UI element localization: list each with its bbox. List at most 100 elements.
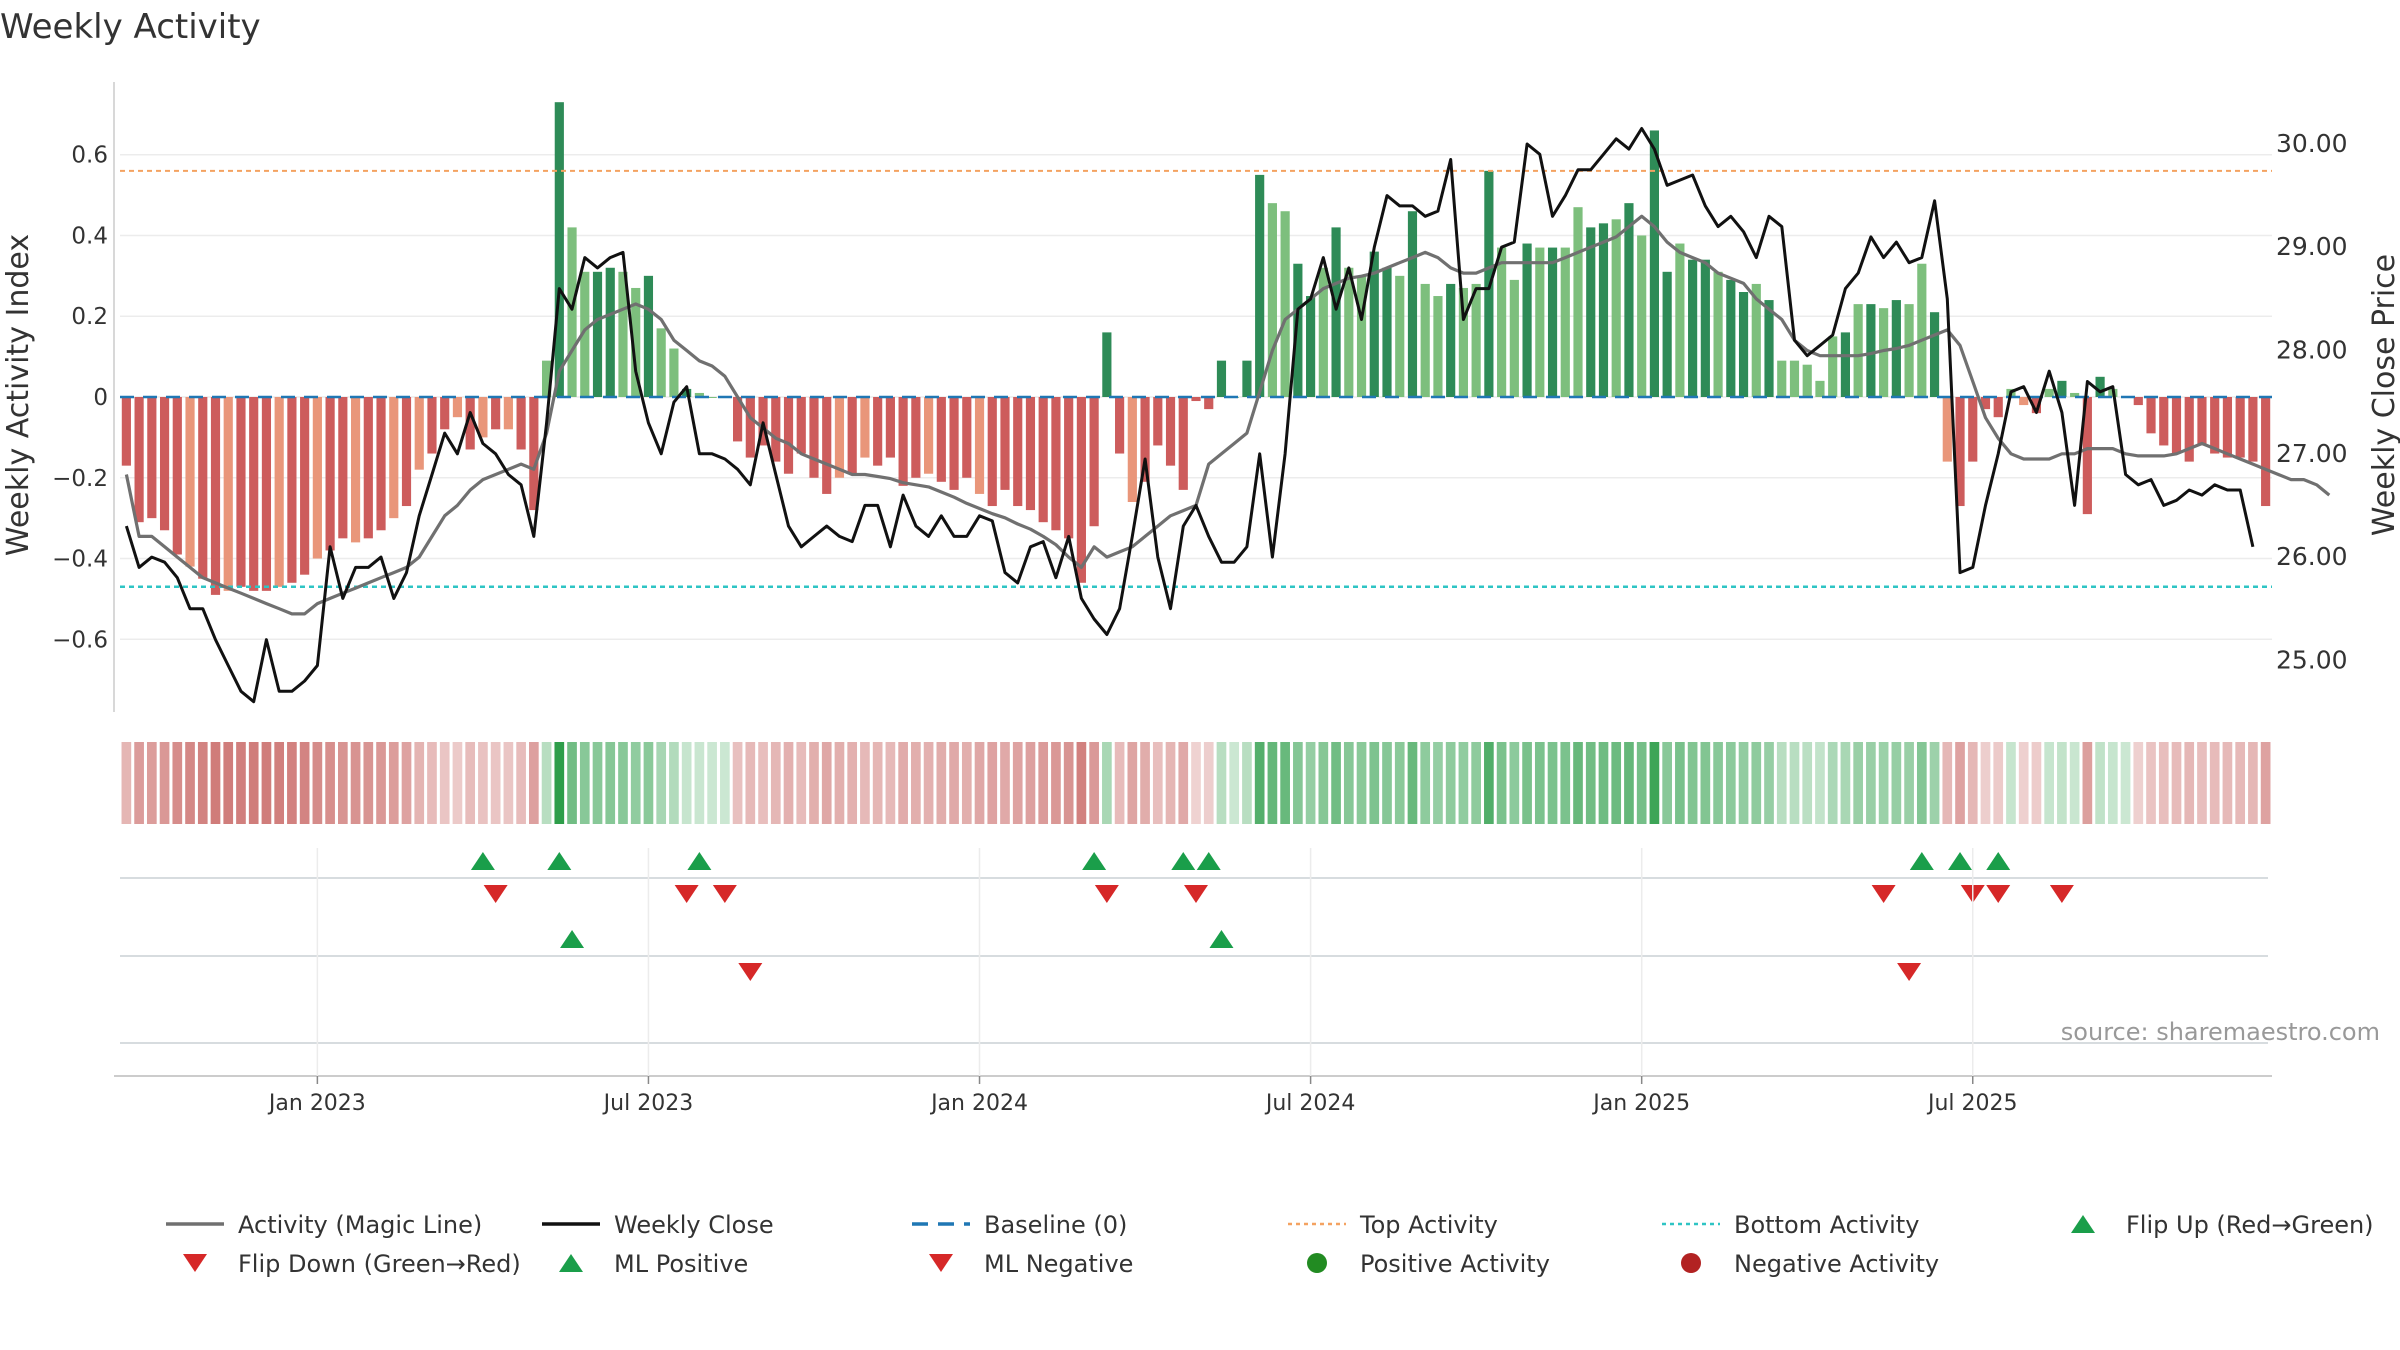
heat-strip-cell — [987, 742, 998, 824]
activity-bar — [1866, 304, 1876, 397]
activity-bar — [1980, 397, 1991, 410]
heat-strip-cell — [1853, 742, 1863, 824]
activity-bar — [987, 397, 997, 507]
heat-strip-cell — [1280, 742, 1290, 824]
activity-bar — [1509, 279, 1519, 397]
x-tick-label: Jul 2023 — [602, 1091, 694, 1116]
weekly-close-line — [124, 127, 2255, 704]
heat-strip-cell — [796, 742, 807, 824]
activity-bar — [1828, 336, 1838, 397]
activity-bar — [605, 267, 615, 397]
heat-strip-cell — [1675, 742, 1685, 824]
activity-bar — [1395, 275, 1405, 397]
ml-negative-marker — [1897, 963, 1922, 981]
activity-bar — [809, 397, 819, 478]
activity-bar — [1458, 287, 1468, 397]
heat-strip-cell — [388, 742, 399, 824]
heat-strip-cell — [579, 742, 590, 824]
heat-strip-cell — [669, 742, 679, 824]
activity-bar — [1560, 247, 1570, 397]
activity-bar — [312, 397, 322, 559]
heat-strip-cell — [1318, 742, 1329, 824]
heat-strip-cell — [452, 742, 463, 824]
x-tick-label: Jul 2024 — [1264, 1091, 1356, 1116]
activity-bar — [783, 397, 794, 474]
heat-strip-cell — [516, 742, 526, 824]
heat-strip-cell — [745, 742, 756, 824]
heat-strip-cell — [1891, 742, 1902, 824]
legend-item: Flip Down (Green→Red) — [183, 1250, 521, 1278]
activity-bar — [1293, 263, 1303, 397]
x-tick-label: Jan 2025 — [1591, 1091, 1690, 1116]
heat-strip-cell — [541, 742, 552, 824]
heat-strip-cell — [1547, 742, 1558, 824]
activity-bar — [147, 397, 157, 519]
activity-bar — [1815, 380, 1825, 397]
legend-item: Negative Activity — [1681, 1250, 1939, 1278]
y-tick-label-right: 27.00 — [2276, 439, 2348, 468]
y-tick-label-left: 0 — [93, 385, 108, 411]
heat-strip-cell — [1585, 742, 1596, 824]
flip-down-marker — [2049, 885, 2074, 903]
activity-bar — [185, 397, 195, 567]
activity-bar — [707, 397, 717, 398]
activity-bar — [1076, 397, 1086, 583]
activity-bar — [491, 397, 501, 430]
heat-strip-cell — [146, 742, 157, 824]
heat-strip-cell — [401, 742, 412, 824]
y-tick-label-left: −0.6 — [52, 627, 108, 653]
activity-bar — [2146, 397, 2156, 434]
heat-strip-cell — [350, 742, 361, 824]
legend-label: Top Activity — [1359, 1211, 1498, 1239]
heat-strip-cell — [1102, 742, 1112, 824]
heat-strip-cell — [2209, 742, 2220, 824]
heat-strip-cell — [1471, 742, 1481, 824]
heat-strip-cell — [1293, 742, 1303, 824]
activity-bar — [1267, 203, 1277, 397]
activity-bar — [210, 397, 221, 595]
activity-bar — [2019, 397, 2029, 406]
heat-strip-cell — [2184, 742, 2195, 824]
activity-bar — [1789, 360, 1800, 397]
activity-bar — [1547, 247, 1558, 397]
y-tick-label-left: 0.6 — [71, 143, 108, 169]
legend-label: Flip Down (Green→Red) — [238, 1250, 521, 1278]
activity-bar — [1993, 397, 2003, 418]
heat-strip-cell — [592, 742, 603, 824]
activity-bar — [1904, 304, 1914, 397]
activity-bar — [1929, 312, 1940, 397]
activity-bar — [1573, 207, 1583, 397]
heat-strip-cell — [1343, 742, 1354, 824]
heat-strip-cell — [1267, 742, 1278, 824]
heat-strip-cell — [1496, 742, 1507, 824]
activity-bar — [631, 287, 641, 397]
heat-strip-cell — [1687, 742, 1698, 824]
heat-strip-cell — [605, 742, 616, 824]
legend-label: ML Positive — [614, 1250, 748, 1278]
activity-bar — [949, 397, 959, 490]
activity-bars — [121, 102, 2271, 595]
heat-strip-cell — [847, 742, 858, 824]
heat-strip-cell — [872, 742, 883, 824]
heat-strip-cell — [961, 742, 972, 824]
activity-bar — [1051, 397, 1061, 531]
activity-bar — [1420, 283, 1430, 397]
heat-strip-cell — [1509, 742, 1520, 824]
heat-strip-cell — [121, 742, 132, 824]
activity-bar — [1280, 211, 1290, 397]
activity-bar — [401, 397, 412, 507]
heat-strip-cell — [2031, 742, 2042, 824]
heat-strip-cell — [1636, 742, 1647, 824]
heat-strip-cell — [2044, 742, 2054, 824]
heat-strip-cell — [567, 742, 577, 824]
heat-strip-cell — [821, 742, 832, 824]
heat-strip-cell — [783, 742, 794, 824]
activity-bar — [516, 397, 526, 450]
flip-down-marker — [1094, 885, 1119, 903]
activity-bar — [936, 397, 946, 482]
heat-strip-cell — [1127, 742, 1138, 824]
activity-bar — [2222, 397, 2233, 458]
heat-strip-cell — [2069, 742, 2080, 824]
heat-strip-cell — [1203, 742, 1214, 824]
activity-bar — [121, 397, 131, 466]
